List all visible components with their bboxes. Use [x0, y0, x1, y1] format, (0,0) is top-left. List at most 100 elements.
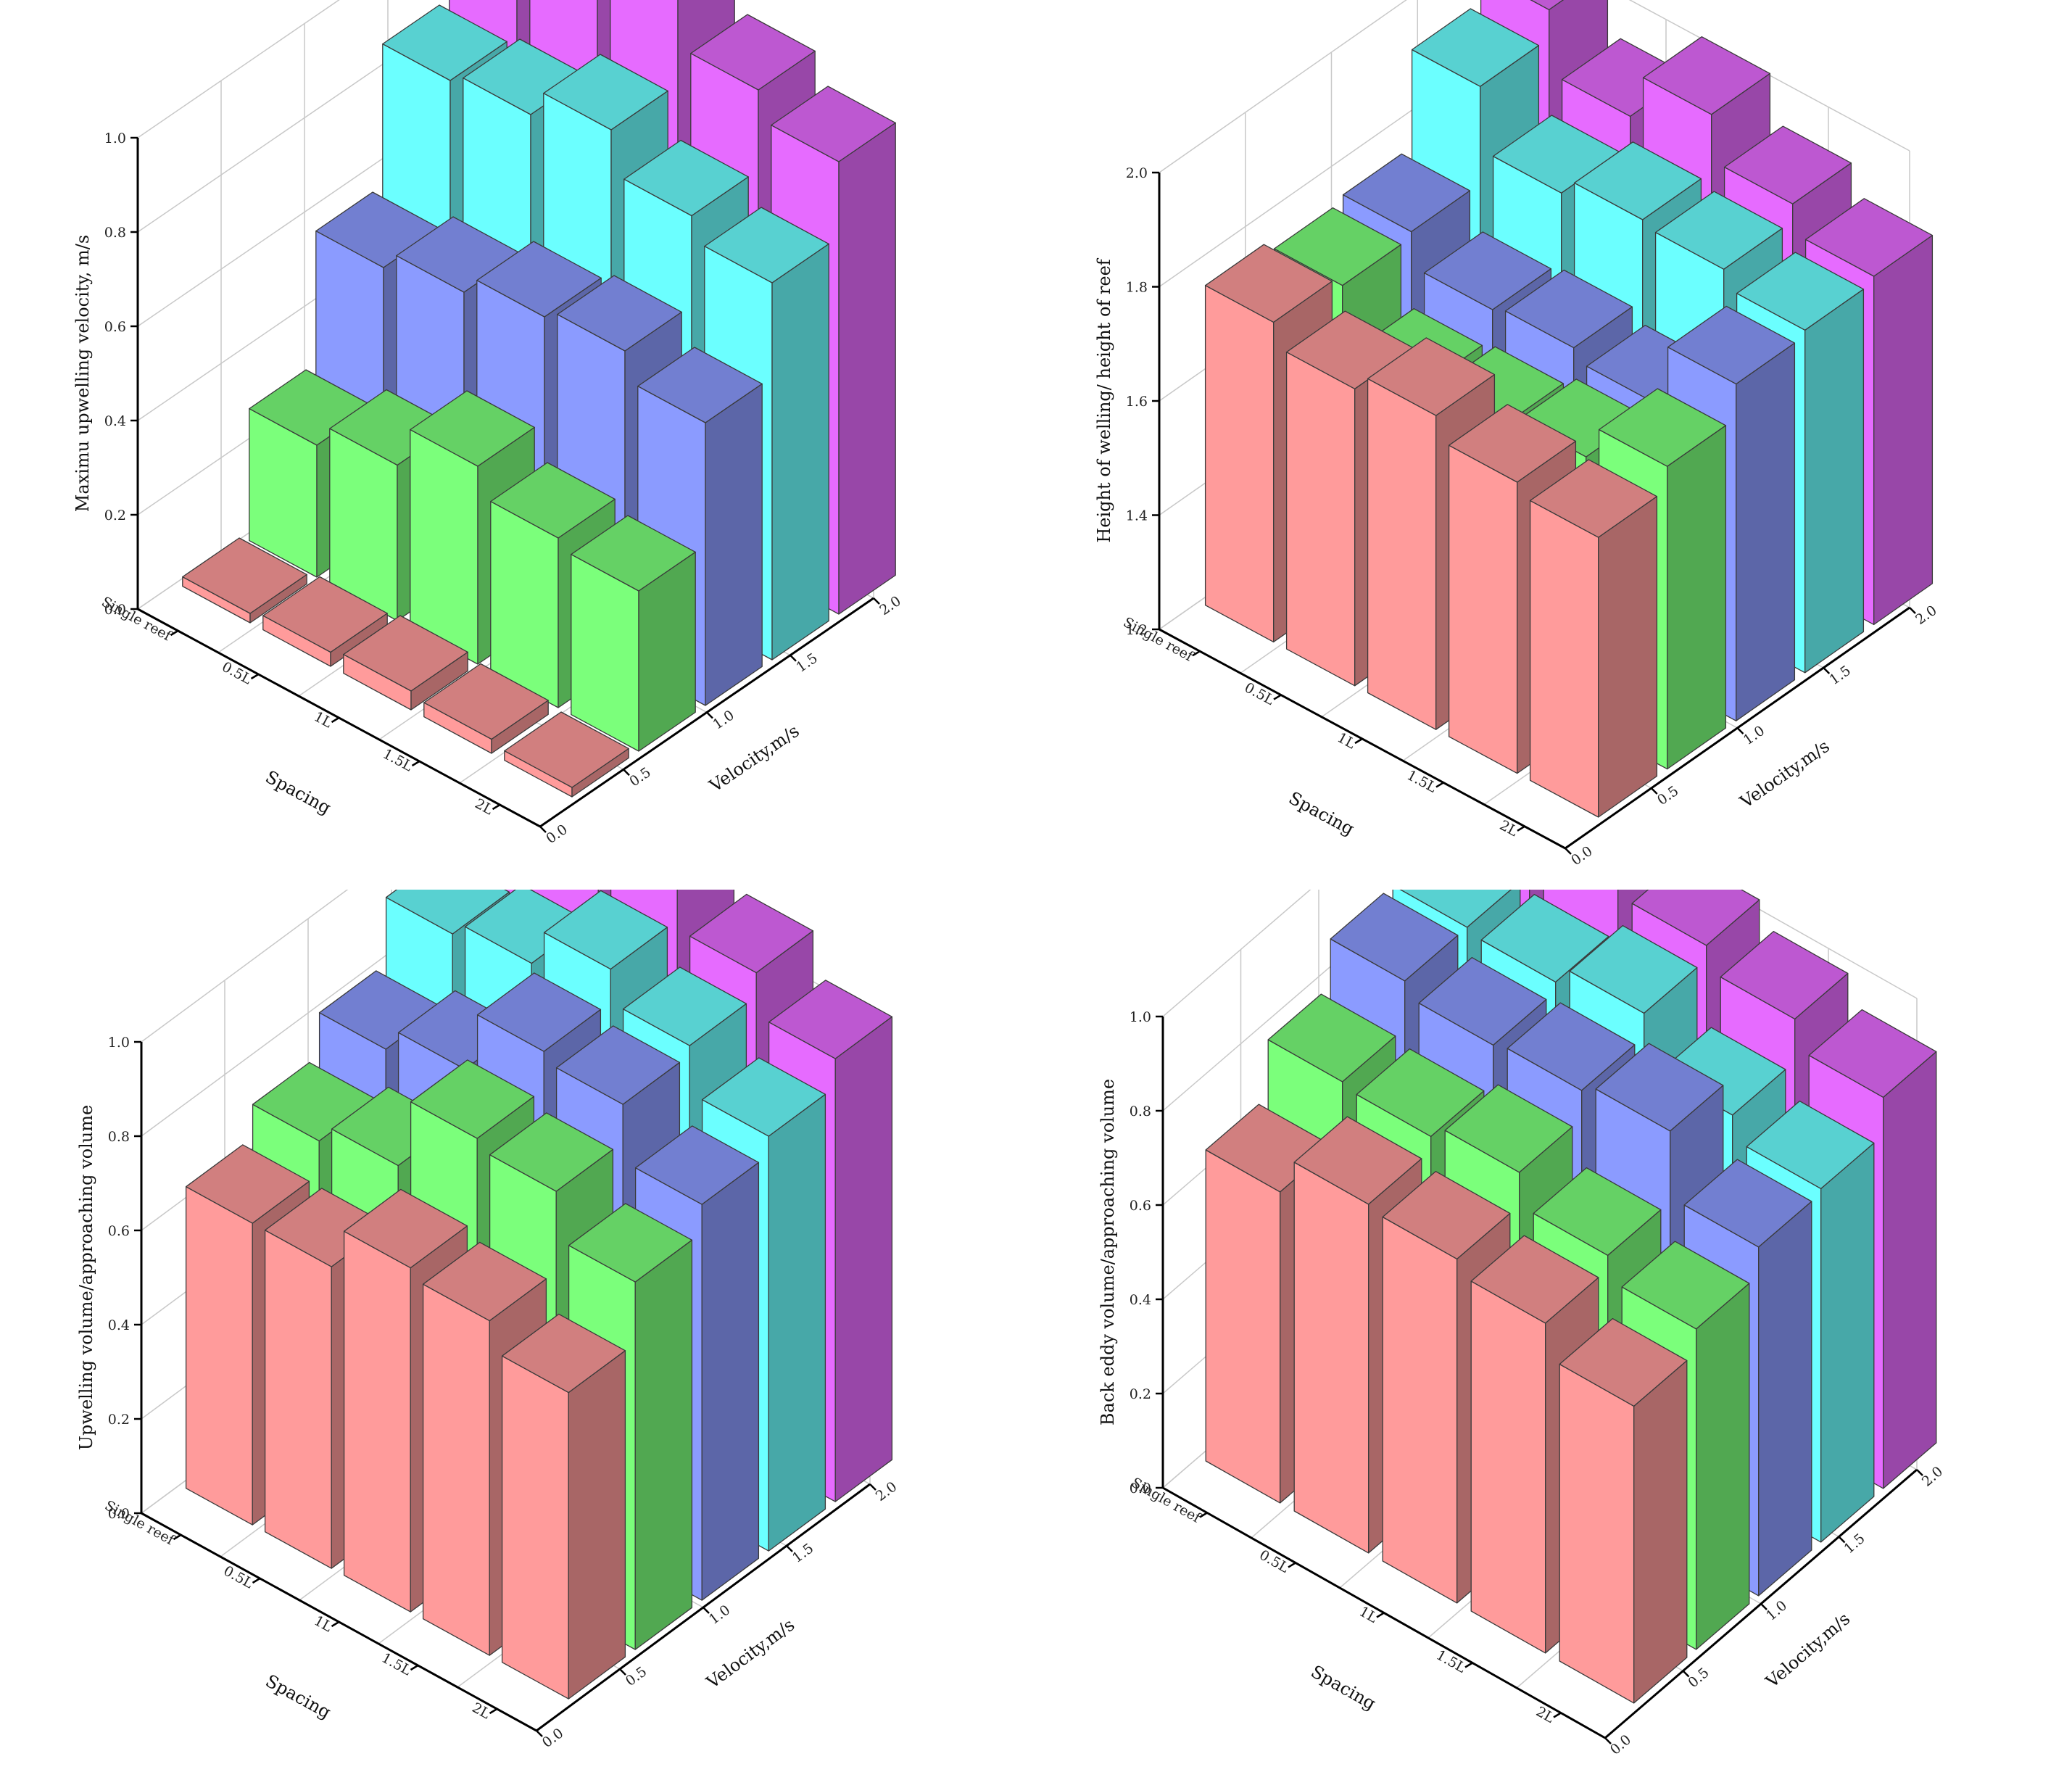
spacing-tick-mark — [411, 760, 420, 767]
spacing-tick-label: 1L — [1356, 1604, 1380, 1627]
bar-face-top — [1529, 459, 1658, 538]
velocity-tick-mark — [786, 1545, 793, 1552]
z-tick-label: 1.0 — [104, 131, 126, 146]
velocity-tick-mark — [706, 711, 713, 719]
spacing-tick-mark — [1435, 782, 1444, 788]
bar-face-top — [689, 893, 814, 974]
bar-face-top — [1399, 890, 1512, 928]
z-tick-label: 0.2 — [104, 508, 126, 523]
spacing-tick-mark — [170, 629, 179, 637]
spacing-tick-mark — [252, 1577, 261, 1584]
bar-face-front — [1470, 1280, 1546, 1654]
spacing-tick-mark — [1354, 737, 1363, 745]
spacing-tick-label: 1L — [311, 708, 335, 731]
bar-face-side — [834, 1016, 893, 1502]
chart-panel-height-of-welling: 1.2 1.4 1.6 1.8 2.0 Height of welling/ height… — [1036, 0, 2072, 890]
bar-face-top — [622, 966, 747, 1046]
bar — [504, 711, 629, 798]
velocity-tick-label: 0.5 — [626, 764, 653, 790]
bars-group — [182, 0, 896, 798]
spacing-tick-mark — [1199, 1512, 1208, 1518]
spacing-tick-mark — [492, 803, 501, 811]
bar-face-side — [1883, 1051, 1937, 1489]
bar-face-top — [476, 972, 602, 1052]
bar-face-top — [423, 663, 549, 740]
bar-face-top — [768, 980, 893, 1059]
spacing-tick-label: Single reef — [102, 1497, 178, 1549]
bar-face-side — [705, 383, 763, 706]
bar-face-top — [1746, 1100, 1875, 1190]
bar-face-top — [1621, 1241, 1750, 1330]
bar-face-top — [1423, 231, 1552, 310]
bar-face-top — [1631, 890, 1760, 946]
bar-face-top — [1720, 930, 1849, 1020]
z-tick-label: 0.0 — [104, 602, 126, 618]
bar-face-top — [262, 576, 388, 653]
bar-face-top — [1470, 1235, 1599, 1324]
chart-panel-upwelling-volume: 0.0 0.2 0.4 0.6 0.8 1.0 Upwelling volume/appro… — [0, 890, 1036, 1779]
bar-face-top — [623, 139, 749, 217]
spacing-tick-mark — [1288, 1562, 1296, 1568]
chart-svg-0: 0.0 0.2 0.4 0.6 0.8 1.0 Maximu upwelling veloc… — [72, 0, 904, 847]
bar-face-front — [185, 1186, 253, 1526]
spacing-axis-title: Spacing — [262, 1671, 334, 1723]
bar-face-side — [1820, 1142, 1875, 1543]
bar-face-top — [1444, 1084, 1573, 1173]
velocity-tick-mark — [1604, 1737, 1612, 1744]
velocity-tick-label: 1.0 — [1763, 1597, 1790, 1623]
spacing-tick-label: 2L — [1533, 1704, 1557, 1727]
bar-face-top — [1683, 1159, 1812, 1248]
bar-face-side — [838, 122, 896, 615]
bar-face-front — [1382, 1216, 1458, 1604]
velocity-tick-label: 0.5 — [1685, 1665, 1712, 1691]
bar — [343, 615, 468, 711]
velocity-tick-label: 1.0 — [1741, 723, 1768, 748]
bar-face-top — [1559, 1317, 1688, 1407]
z-axis-title: Maximu upwelling velocity, m/s — [72, 235, 93, 512]
chart-panel-max-upwelling-velocity: 0.0 0.2 0.4 0.6 0.8 1.0 Maximu upwelling veloc… — [0, 0, 1036, 890]
bar-face-side — [1758, 1201, 1812, 1597]
bar-face-front — [422, 1283, 490, 1656]
chart-svg-2: 0.0 0.2 0.4 0.6 0.8 1.0 Upwelling volume/appro… — [76, 890, 900, 1751]
spacing-tick-label: 1L — [311, 1613, 335, 1635]
back-wall-grid-line — [137, 0, 340, 138]
bar-face-top — [1808, 1009, 1937, 1098]
z-tick-label: 1.0 — [1130, 1009, 1151, 1025]
spacing-tick-label: Single reef — [1129, 1475, 1204, 1527]
spacing-tick-mark — [173, 1533, 182, 1541]
spacing-tick-mark — [331, 1620, 340, 1628]
bar-face-top — [1356, 1048, 1485, 1138]
bar-face-top — [1342, 153, 1471, 233]
velocity-tick-mark — [1682, 1670, 1690, 1678]
chart-svg-3: 0.0 0.2 0.4 0.6 0.8 1.0 Back eddy volume/appro… — [1098, 890, 1946, 1758]
bar-face-top — [1642, 36, 1771, 115]
bar-face-top — [410, 1059, 535, 1139]
z-tick-label: 0.4 — [104, 413, 126, 429]
velocity-tick-label: 2.0 — [873, 1478, 900, 1504]
bar-face-side — [768, 1093, 826, 1552]
bar — [262, 576, 388, 667]
bar-face-top — [704, 207, 829, 283]
z-axis-title: Back eddy volume/approaching volume — [1098, 1079, 1118, 1425]
z-tick-label: 2.0 — [1126, 165, 1148, 181]
spacing-tick-mark — [410, 1664, 419, 1671]
spacing-axis-title: Spacing — [262, 766, 335, 818]
velocity-tick-label: 2.0 — [1913, 603, 1939, 628]
z-tick-label: 0.2 — [108, 1412, 130, 1428]
spacing-tick-mark — [1553, 1712, 1562, 1718]
bar-face-top — [182, 537, 307, 614]
spacing-tick-mark — [1273, 694, 1282, 700]
bar-face-top — [1448, 404, 1577, 483]
bar-face-top — [1507, 1002, 1636, 1091]
z-tick-label: 0.0 — [1130, 1481, 1151, 1497]
bar-face-side — [1873, 234, 1934, 626]
bars-group — [1205, 890, 1937, 1704]
z-tick-label: 1.2 — [1126, 622, 1148, 638]
velocity-tick-label: 0.0 — [539, 1725, 566, 1751]
z-axis-title: Height of welling/ height of reef — [1094, 257, 1114, 542]
bar — [1529, 459, 1658, 818]
bar-face-side — [568, 1350, 626, 1700]
bar-face-top — [382, 4, 507, 81]
bar-face-top — [1411, 8, 1540, 87]
z-tick-label: 0.0 — [108, 1506, 130, 1522]
